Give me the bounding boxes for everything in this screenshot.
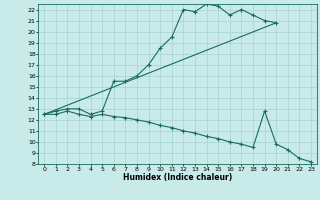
X-axis label: Humidex (Indice chaleur): Humidex (Indice chaleur) bbox=[123, 173, 232, 182]
